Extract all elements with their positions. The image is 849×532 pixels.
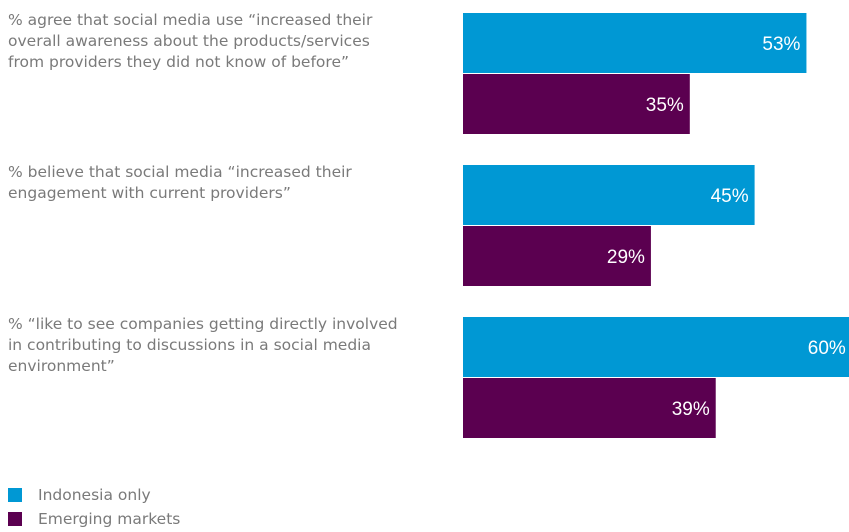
legend-swatch-emerging: [8, 512, 22, 526]
question-label-3: % “like to see companies getting directl…: [8, 315, 398, 375]
bar-value-label-indonesia-3: 60%: [808, 338, 846, 359]
legend-item-emerging: Emerging markets: [8, 507, 180, 531]
bar-indonesia-2: [463, 165, 755, 225]
legend: Indonesia only Emerging markets: [8, 483, 180, 531]
bar-emerging-2: [463, 226, 651, 286]
legend-label-indonesia: Indonesia only: [38, 486, 151, 504]
legend-label-emerging: Emerging markets: [38, 510, 181, 528]
bar-value-label-indonesia-1: 53%: [762, 34, 800, 55]
bar-indonesia-3: [463, 317, 849, 377]
question-label-1: % agree that social media use “increased…: [8, 11, 373, 71]
bar-value-label-indonesia-2: 45%: [711, 186, 749, 207]
bar-value-label-emerging-3: 39%: [672, 399, 710, 420]
bar-value-label-emerging-2: 29%: [607, 247, 645, 268]
legend-swatch-indonesia: [8, 488, 22, 502]
bar-emerging-3: [463, 378, 716, 438]
legend-item-indonesia: Indonesia only: [8, 483, 180, 507]
bar-emerging-1: [463, 74, 690, 134]
bar-value-label-emerging-1: 35%: [646, 95, 684, 116]
bar-indonesia-1: [463, 13, 807, 73]
question-label-2: % believe that social media “increased t…: [8, 163, 352, 202]
bar-chart: 53% 35% 45% 29% 60% 39%: [463, 13, 849, 438]
